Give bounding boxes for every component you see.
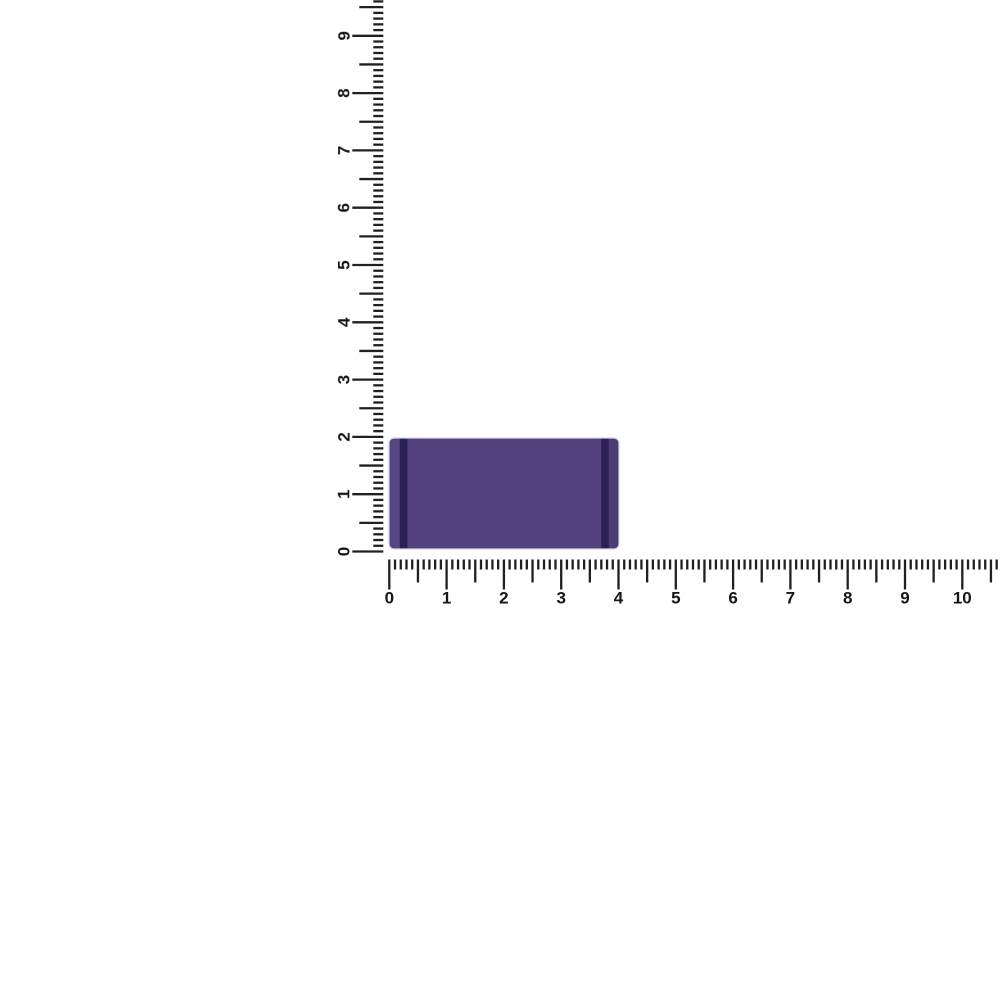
svg-text:9: 9 <box>334 31 353 40</box>
svg-text:8: 8 <box>334 88 353 97</box>
svg-text:1: 1 <box>334 489 353 498</box>
svg-text:0: 0 <box>385 589 394 608</box>
svg-text:5: 5 <box>334 260 353 269</box>
svg-text:7: 7 <box>786 589 795 608</box>
svg-text:6: 6 <box>334 203 353 212</box>
svg-text:7: 7 <box>334 146 353 155</box>
svg-text:0: 0 <box>334 547 353 556</box>
svg-text:4: 4 <box>614 589 624 608</box>
svg-text:4: 4 <box>334 317 353 327</box>
svg-text:3: 3 <box>334 375 353 384</box>
svg-text:6: 6 <box>728 589 737 608</box>
svg-text:8: 8 <box>843 589 852 608</box>
svg-text:2: 2 <box>334 432 353 441</box>
svg-text:5: 5 <box>671 589 680 608</box>
svg-text:9: 9 <box>900 589 909 608</box>
svg-text:10: 10 <box>953 589 972 608</box>
svg-text:2: 2 <box>499 589 508 608</box>
svg-text:1: 1 <box>442 589 451 608</box>
svg-text:3: 3 <box>556 589 565 608</box>
